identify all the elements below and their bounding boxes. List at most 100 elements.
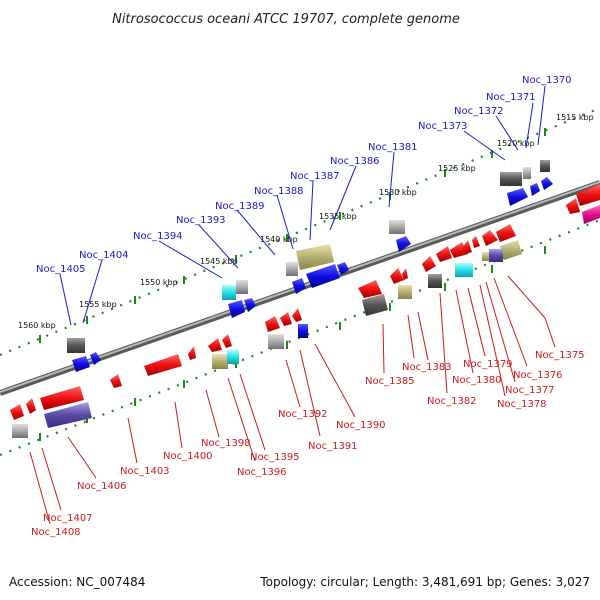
- scale-label: 1515 kbp: [556, 113, 594, 122]
- gene-block: [540, 160, 550, 172]
- reverse-gene-arrow: [10, 404, 24, 420]
- gene-label-top: Noc_1394: [133, 231, 183, 242]
- gene-label-bottom: Noc_1377: [505, 385, 555, 396]
- topology-text: Topology: circular; Length: 3,481,691 bp…: [259, 575, 590, 589]
- bottom-leader-lines: [29, 275, 556, 525]
- gene-label-bottom: Noc_1378: [497, 399, 547, 410]
- forward-gene-arrow: [530, 183, 540, 196]
- scale-label: 1520 kbp: [497, 139, 535, 148]
- scale-label: 1530 kbp: [379, 188, 417, 197]
- gene-label-bottom: Noc_1407: [43, 513, 93, 524]
- gene-block: [286, 262, 298, 276]
- gene-label-top: Noc_1370: [522, 75, 572, 86]
- gene-label-bottom: Noc_1408: [31, 527, 81, 538]
- reverse-gene-arrow: [358, 280, 382, 298]
- gene-label-top: Noc_1389: [215, 201, 265, 212]
- gene-label-bottom: Noc_1391: [308, 441, 358, 452]
- gene-block: [428, 274, 442, 288]
- gene-block: [12, 424, 28, 438]
- gene-label-top: Noc_1387: [290, 171, 340, 182]
- gene-label-bottom: Noc_1396: [237, 467, 287, 478]
- forward-gene-arrow: [507, 188, 528, 206]
- forward-gene-arrow: [396, 236, 411, 252]
- gene-block: [296, 244, 334, 270]
- gene-block: [489, 249, 503, 262]
- gene-block: [227, 350, 239, 364]
- reverse-gene-arrow: [472, 236, 480, 248]
- reverse-genes: [10, 184, 600, 438]
- reverse-gene-arrow: [436, 246, 452, 262]
- gene-label-top: Noc_1404: [79, 250, 129, 261]
- forward-gene-arrow: [292, 278, 306, 294]
- reverse-gene-arrow: [576, 184, 600, 206]
- reverse-gene-arrow: [482, 230, 498, 246]
- gene-label-bottom: Noc_1390: [336, 420, 386, 431]
- gene-label-bottom: Noc_1395: [250, 452, 300, 463]
- scale-label: 1535 kbp: [319, 212, 357, 221]
- gene-label-bottom: Noc_1385: [365, 376, 415, 387]
- gene-block: [362, 294, 388, 316]
- reverse-gene-arrow: [462, 240, 472, 254]
- reverse-gene-arrow: [208, 338, 222, 352]
- gene-label-top: Noc_1386: [330, 156, 380, 167]
- gene-block: [67, 338, 85, 353]
- scale-label: 1560 kbp: [18, 321, 56, 330]
- reverse-gene-arrow: [566, 198, 580, 214]
- reverse-gene-arrow: [402, 268, 408, 280]
- gene-label-bottom: Noc_1406: [77, 481, 127, 492]
- gene-block: [212, 354, 228, 369]
- gene-label-bottom: Noc_1379: [463, 359, 513, 370]
- reverse-gene-arrow: [496, 224, 516, 242]
- reverse-gene-arrow: [280, 312, 292, 326]
- scale-label: 1550 kbp: [140, 278, 178, 287]
- forward-gene-arrow: [541, 177, 553, 190]
- gene-block: [500, 240, 522, 260]
- gene-label-top: Noc_1371: [486, 92, 536, 103]
- gene-label-bottom: Noc_1376: [513, 370, 563, 381]
- forward-gene-arrow: [337, 262, 349, 275]
- scale-label: 1555 kbp: [79, 300, 117, 309]
- gene-label-bottom: Noc_1400: [163, 451, 213, 462]
- gene-block: [398, 285, 412, 299]
- gene-block: [582, 205, 600, 224]
- forward-gene-arrow: [244, 298, 256, 312]
- scale-label: 1540 kbp: [260, 235, 298, 244]
- scale-label: 1525 kbp: [438, 164, 476, 173]
- gene-label-bottom: Noc_1375: [535, 350, 585, 361]
- gene-block: [500, 172, 522, 186]
- reverse-gene-arrow: [26, 398, 36, 414]
- top-leader-lines: [59, 85, 546, 326]
- scale-label: 1545 kbp: [200, 257, 238, 266]
- gene-label-bottom: Noc_1382: [427, 396, 477, 407]
- gene-label-bottom: Noc_1383: [402, 362, 452, 373]
- reverse-gene-arrow: [188, 346, 196, 360]
- gene-label-bottom: Noc_1398: [201, 438, 251, 449]
- gene-label-top: Noc_1381: [368, 142, 418, 153]
- gene-label-top: Noc_1372: [454, 106, 504, 117]
- gene-block: [389, 220, 405, 234]
- gene-label-top: Noc_1393: [176, 215, 226, 226]
- forward-gene-arrow: [228, 300, 245, 318]
- gene-label-bottom: Noc_1392: [278, 409, 328, 420]
- gene-block: [298, 324, 308, 338]
- gene-block: [523, 167, 531, 179]
- gene-block: [222, 285, 236, 300]
- gene-block: [44, 402, 92, 428]
- gene-block: [268, 334, 284, 349]
- forward-genes: [67, 160, 553, 372]
- reverse-gene-arrow: [422, 256, 436, 272]
- reverse-gene-arrow: [222, 334, 232, 348]
- gene-block: [482, 252, 490, 261]
- gene-label-top: Noc_1405: [36, 264, 86, 275]
- gene-label-top: Noc_1388: [254, 186, 304, 197]
- gene-label-top: Noc_1373: [418, 121, 468, 132]
- reverse-gene-arrow: [292, 308, 302, 322]
- forward-gene-arrow: [90, 352, 101, 365]
- figure-title: Nitrosococcus oceani ATCC 19707, complet…: [112, 12, 460, 27]
- reverse-gene-arrow: [265, 316, 280, 332]
- reverse-gene-arrow: [144, 354, 182, 376]
- gene-label-bottom: Noc_1403: [120, 466, 170, 477]
- reverse-gene-arrow: [390, 268, 404, 284]
